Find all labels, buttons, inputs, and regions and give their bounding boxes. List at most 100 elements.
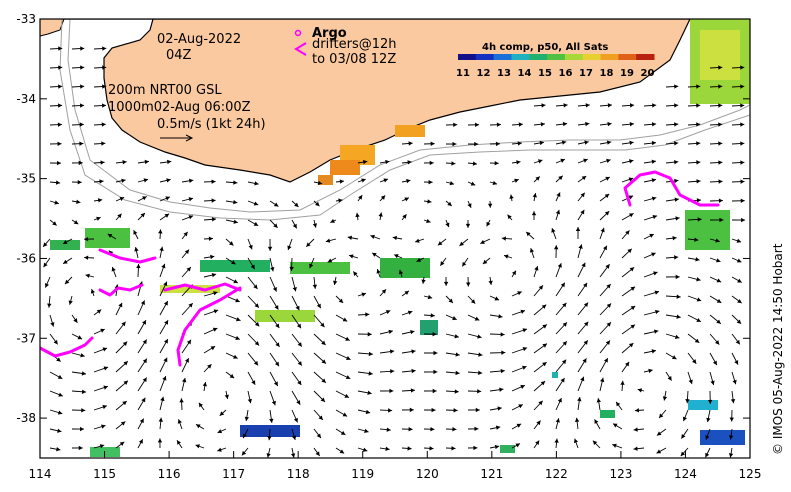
current-vector-head bbox=[365, 312, 370, 317]
lat-tick-label: -35 bbox=[16, 172, 36, 186]
current-vector-head bbox=[338, 298, 344, 303]
current-vector-head bbox=[370, 234, 375, 239]
current-vector-head bbox=[121, 321, 126, 327]
current-vector-head bbox=[320, 322, 325, 328]
current-vector-head bbox=[55, 180, 61, 185]
current-vector-head bbox=[428, 179, 433, 185]
current-vector-head bbox=[734, 360, 739, 365]
current-vector-head bbox=[604, 211, 610, 216]
current-vector-head bbox=[62, 240, 68, 244]
current-vector-head bbox=[179, 398, 184, 403]
current-vector-head bbox=[653, 329, 659, 334]
current-vector-head bbox=[633, 446, 638, 451]
current-vector-head bbox=[718, 160, 723, 165]
current-vector-head bbox=[628, 343, 634, 348]
current-vector-head bbox=[188, 178, 194, 184]
current-vector-head bbox=[675, 216, 680, 221]
current-vector-head bbox=[143, 178, 149, 183]
current-vector-head bbox=[583, 158, 588, 163]
current-vector-head bbox=[383, 178, 388, 183]
current-vector-head bbox=[651, 196, 657, 201]
colorbar-segment bbox=[618, 54, 637, 60]
current-vector-head bbox=[315, 201, 320, 207]
current-vector-head bbox=[254, 181, 259, 186]
current-vector-head bbox=[736, 319, 742, 324]
current-vector-head bbox=[612, 423, 618, 428]
current-vector-head bbox=[253, 284, 258, 290]
current-vector-head bbox=[740, 103, 745, 108]
current-vector-head bbox=[649, 233, 654, 238]
current-vector-head bbox=[406, 178, 411, 184]
current-vector-head bbox=[342, 317, 348, 322]
current-vector-head bbox=[81, 389, 87, 394]
current-vector-head bbox=[430, 427, 435, 432]
current-vector-head bbox=[653, 271, 658, 276]
current-vector-head bbox=[551, 228, 556, 233]
current-vector-head bbox=[539, 140, 544, 146]
current-vector-head bbox=[629, 159, 634, 164]
current-vector-head bbox=[80, 46, 85, 51]
current-vector-head bbox=[158, 229, 163, 234]
current-vector-head bbox=[462, 261, 467, 267]
current-vector-head bbox=[516, 160, 521, 165]
colorbar-segment bbox=[582, 54, 602, 60]
current-vector-head bbox=[410, 388, 415, 393]
bathy-200m bbox=[67, 19, 750, 213]
current-vector-head bbox=[531, 211, 537, 216]
colorbar-tick-label: 20 bbox=[641, 68, 655, 79]
current-vector-head bbox=[123, 361, 128, 366]
current-vector-head bbox=[390, 369, 395, 374]
current-vector-head bbox=[453, 122, 458, 127]
current-vector-head bbox=[58, 65, 63, 70]
current-vector-head bbox=[368, 371, 373, 376]
current-vector-head bbox=[101, 424, 106, 429]
current-vector-head bbox=[716, 319, 721, 324]
colorbar-tick-label: 13 bbox=[497, 68, 511, 79]
current-vector-head bbox=[217, 429, 223, 434]
current-vector-head bbox=[163, 281, 168, 287]
current-vector-head bbox=[740, 160, 745, 165]
current-vector-head bbox=[389, 349, 395, 354]
current-vector-head bbox=[740, 198, 745, 203]
current-vector-head bbox=[241, 450, 247, 456]
colorbar-segment bbox=[458, 54, 477, 60]
current-vector-head bbox=[100, 328, 105, 333]
lat-tick-label: -33 bbox=[16, 12, 36, 26]
current-vector-head bbox=[455, 352, 460, 357]
current-vector-head bbox=[80, 426, 85, 432]
current-vector-head bbox=[295, 305, 300, 311]
current-vector-head bbox=[659, 413, 664, 418]
current-vector-head bbox=[142, 358, 147, 364]
current-vector-head bbox=[96, 216, 101, 221]
current-vector-head bbox=[488, 280, 493, 285]
current-vector-head bbox=[535, 176, 540, 181]
current-vector-head bbox=[321, 378, 326, 383]
current-vector-head bbox=[474, 316, 480, 321]
current-vector-head bbox=[603, 358, 608, 363]
current-vector-head bbox=[139, 418, 144, 424]
current-vector-head bbox=[293, 417, 298, 423]
current-vector-head bbox=[361, 178, 366, 183]
current-vector-head bbox=[583, 340, 588, 345]
current-vector-head bbox=[315, 451, 320, 456]
current-vector-head bbox=[297, 380, 302, 386]
current-vector-head bbox=[629, 140, 634, 146]
current-vector-head bbox=[520, 309, 526, 314]
current-vector-head bbox=[437, 241, 443, 246]
lon-tick-label: 119 bbox=[351, 467, 374, 481]
current-vector-head bbox=[235, 298, 240, 303]
current-vector-head bbox=[652, 214, 658, 220]
current-vector-head bbox=[119, 441, 125, 447]
current-vector-head bbox=[316, 303, 321, 309]
current-vector-head bbox=[102, 84, 107, 89]
current-vector-head bbox=[273, 223, 278, 228]
longitude-axis: 114 115 116 117 118 119 120 121 122 123 124 125 bbox=[29, 451, 761, 481]
current-vector-head bbox=[101, 103, 107, 108]
current-vector-head bbox=[465, 223, 471, 228]
current-vector-head bbox=[558, 175, 563, 181]
current-vector-head bbox=[492, 180, 498, 186]
current-vector-head bbox=[235, 317, 241, 322]
current-vector-head bbox=[685, 399, 690, 404]
current-vector-head bbox=[297, 361, 302, 366]
current-vector-head bbox=[159, 246, 164, 252]
